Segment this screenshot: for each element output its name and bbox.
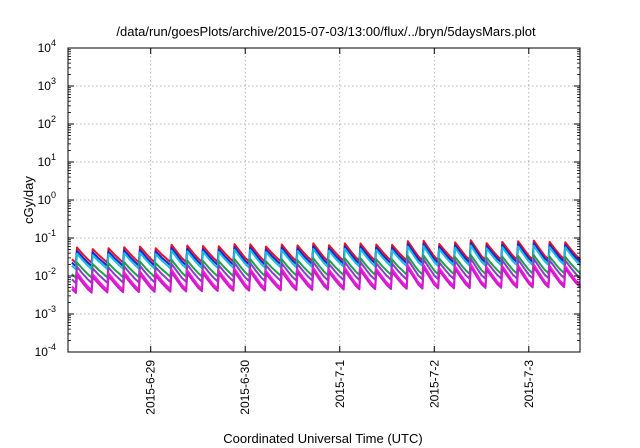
x-axis-label: Coordinated Universal Time (UTC) [223,431,422,446]
y-tick-label: 10-3 [35,304,56,321]
y-tick-label: 101 [38,152,56,169]
grid-layer [68,48,580,352]
y-tick-label: 102 [38,114,56,131]
x-tick-label: 2015-6-30 [238,360,252,415]
axis-layer: 104 103 102 101 100 10-1 10-2 10-3 10-4 2015-6-29… [35,38,581,415]
y-tick-label: 100 [38,190,56,207]
chart-title: /data/run/goesPlots/archive/2015-07-03/1… [116,24,536,39]
y-tick-label: 10-2 [35,266,56,283]
y-tick-label: 10-1 [35,228,56,245]
y-tick-label: 103 [38,76,56,93]
y-tick-label: 10-4 [35,342,56,359]
series-line-7 [71,266,581,294]
x-tick-label: 2015-7-1 [333,360,347,408]
y-axis-label: cGy/day [21,176,36,224]
x-tick-label: 2015-7-2 [427,360,441,408]
plot-border [67,47,581,353]
series-layer [71,239,581,294]
x-tick-label: 2015-6-29 [144,360,158,415]
x-tick-label: 2015-7-3 [522,360,536,408]
y-tick-label: 104 [38,38,56,55]
